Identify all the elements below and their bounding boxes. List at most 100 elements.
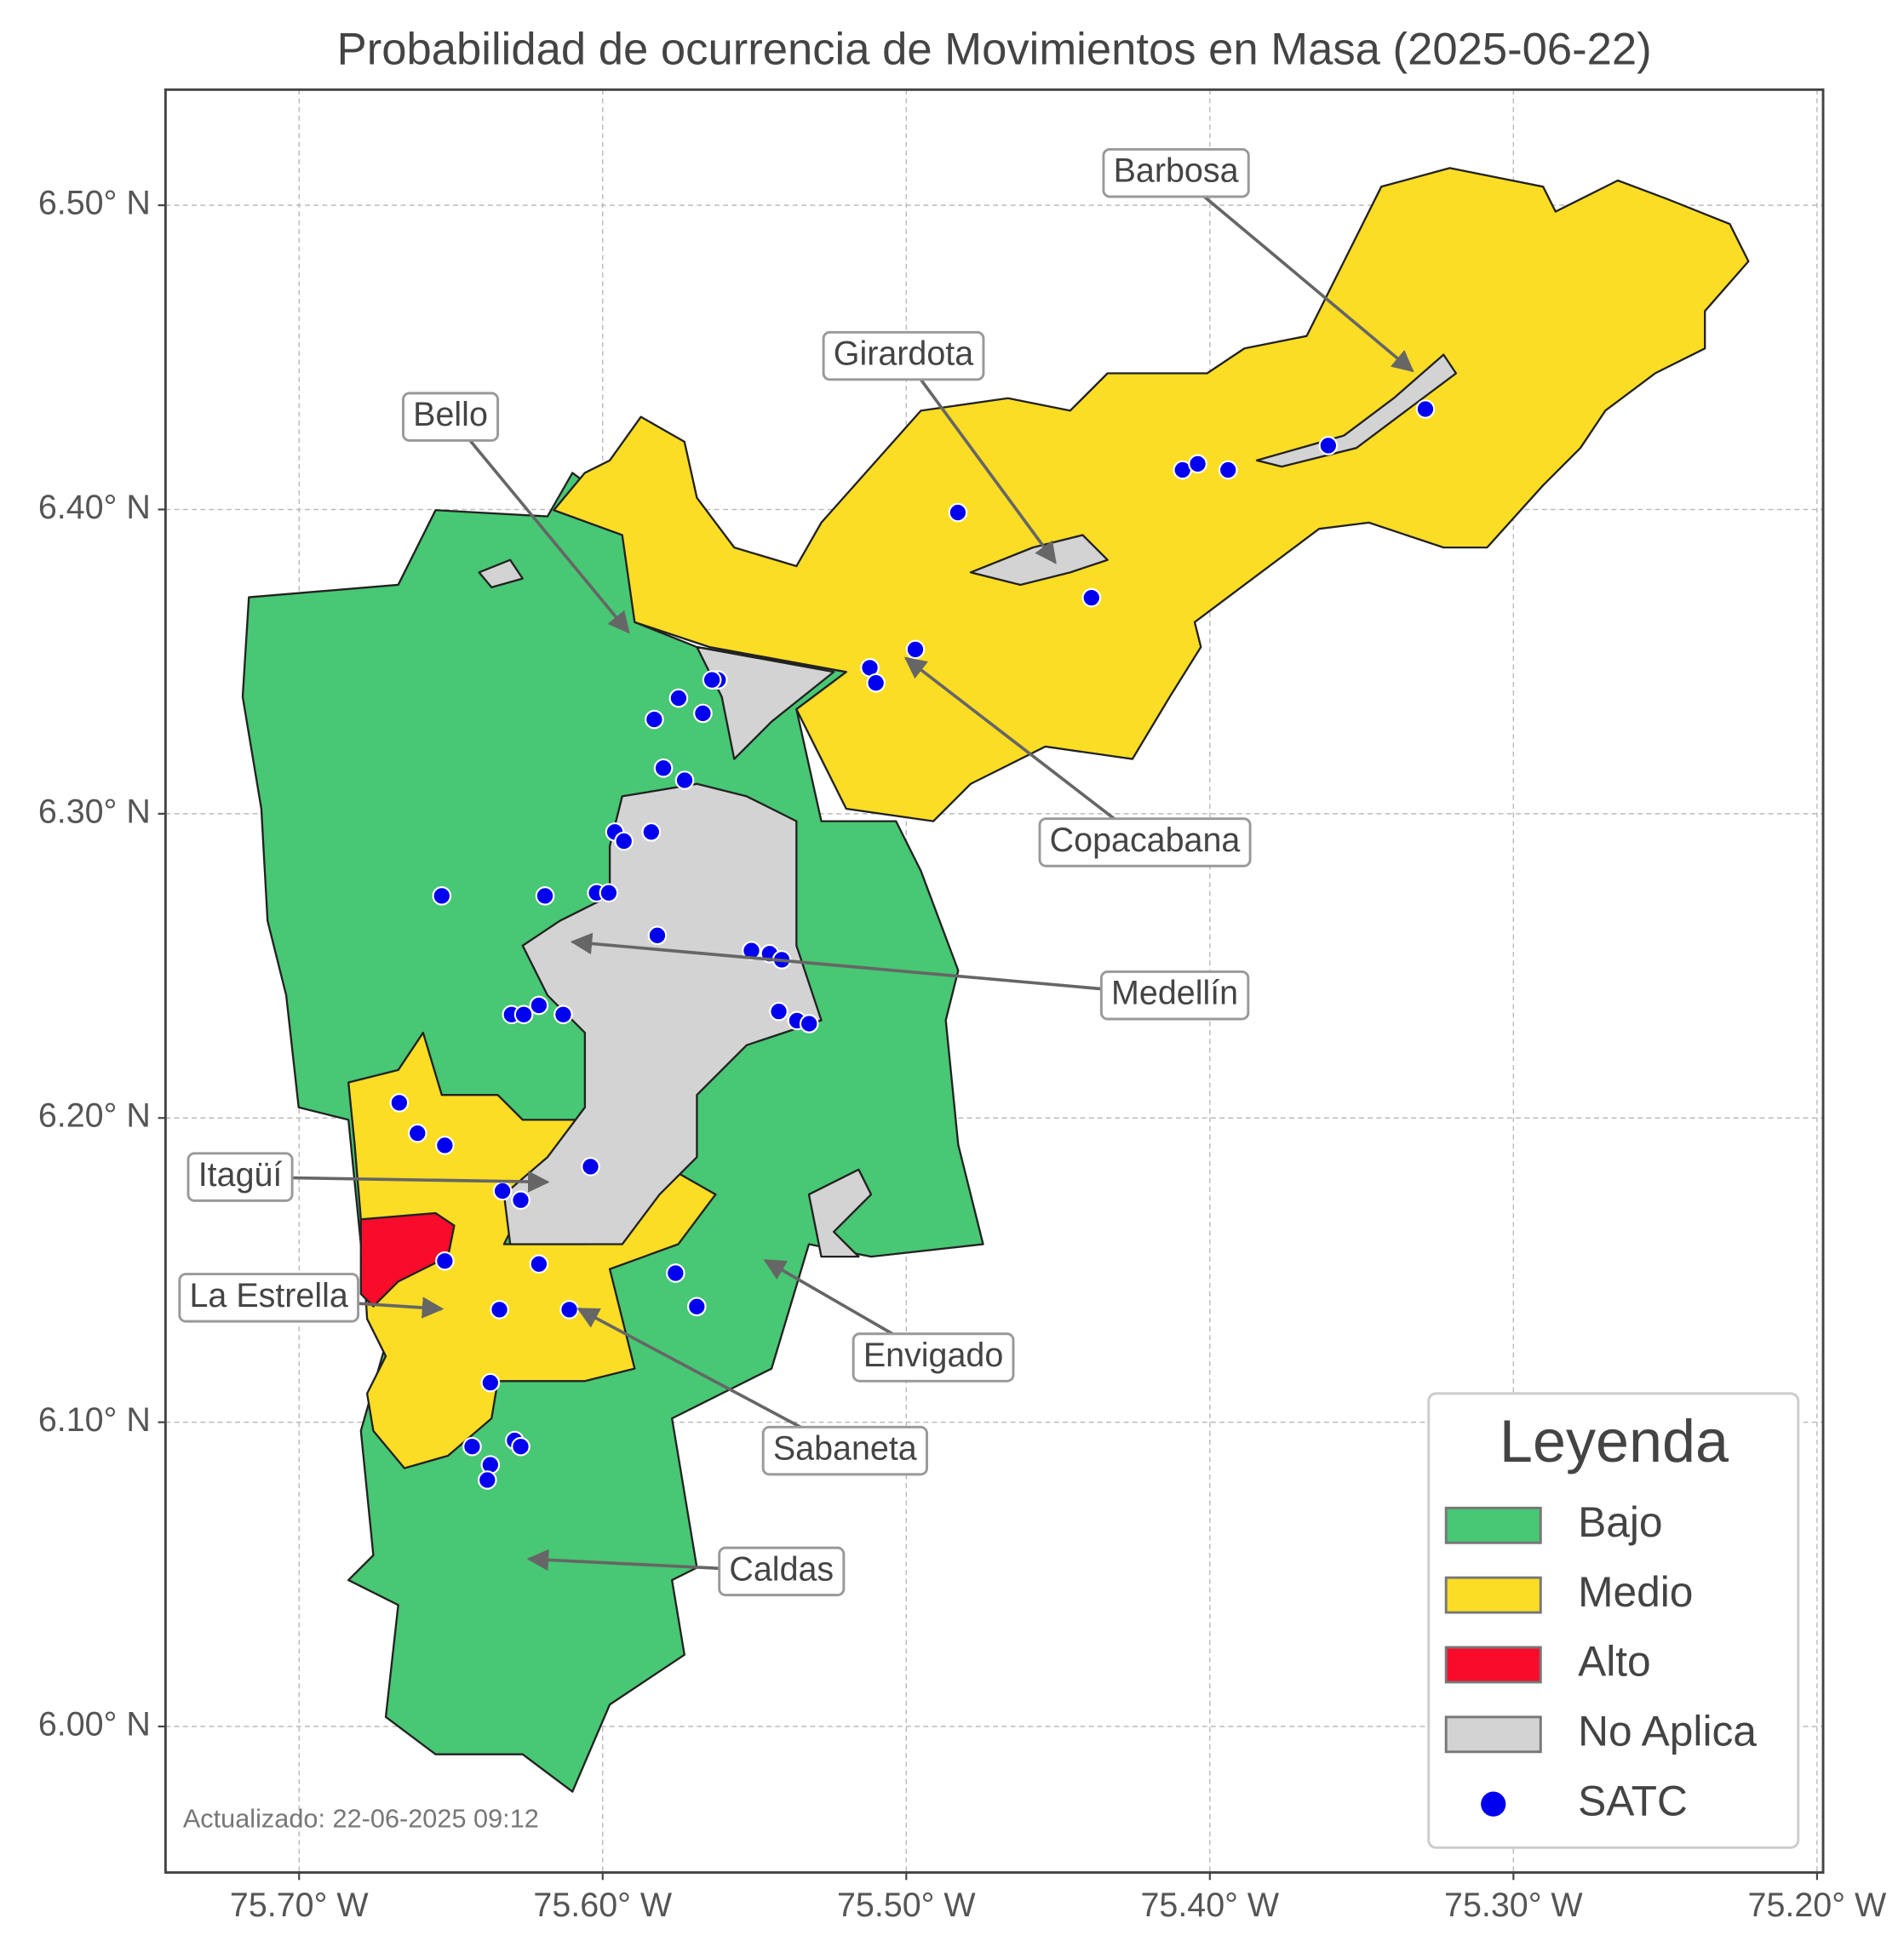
legend-title: Leyenda: [1500, 1408, 1729, 1474]
legend: Leyenda Bajo Medio Alto No Aplica SATC: [1427, 1392, 1800, 1849]
x-tick-label: 75.70° W: [230, 1887, 369, 1924]
satc-point: [529, 995, 549, 1016]
y-tick-label: 6.40° N: [38, 489, 151, 526]
x-tick-label: 75.60° W: [533, 1887, 672, 1924]
satc-point: [1415, 399, 1436, 419]
satc-point: [1188, 454, 1207, 474]
annotation-box: [822, 330, 985, 381]
annotation-arrow: [903, 656, 1146, 844]
annotation-box: [761, 1425, 928, 1476]
annotation-label: Copacabana: [1050, 822, 1241, 859]
satc-point: [1318, 436, 1339, 455]
satc-point: [948, 502, 968, 523]
satc-point: [668, 688, 689, 708]
annotation-label: Caldas: [729, 1550, 834, 1588]
satc-point: [1218, 460, 1238, 480]
annotation-label: Sabaneta: [773, 1430, 917, 1468]
legend-marker: [1481, 1791, 1506, 1817]
annotation-box: [178, 1273, 360, 1323]
annotation-label: Barbosa: [1114, 152, 1239, 190]
x-tick-label: 75.20° W: [1748, 1887, 1887, 1924]
satc-point: [866, 673, 886, 693]
satc-point: [686, 1297, 707, 1317]
annotation-label: Itagüí: [198, 1156, 283, 1194]
satc-point: [529, 1254, 549, 1274]
satc-point: [511, 1436, 530, 1457]
satc-point: [513, 1005, 534, 1025]
satc-point: [905, 639, 926, 660]
legend-swatch: [1444, 1506, 1542, 1544]
annotation-arrow: [902, 354, 1057, 564]
annotation-label: Girardota: [834, 335, 973, 372]
satc-point: [480, 1372, 501, 1393]
satc-point: [599, 883, 619, 903]
satc-point: [693, 703, 713, 724]
satc-point: [435, 1136, 455, 1155]
legend-label: Medio: [1578, 1568, 1693, 1616]
x-tick-label: 75.30° W: [1444, 1887, 1583, 1924]
satc-point: [666, 1263, 685, 1283]
annotation-label: La Estrella: [190, 1277, 348, 1314]
annotation-box: [1102, 147, 1250, 198]
satc-point: [511, 1190, 530, 1211]
satc-point: [432, 886, 452, 906]
y-tick-label: 6.00° N: [38, 1705, 151, 1743]
satc-point: [389, 1093, 410, 1113]
satc-point: [742, 941, 761, 961]
annotation-box: [402, 392, 500, 442]
annotation-box: [1038, 817, 1252, 867]
region-no-aplica: [807, 1168, 873, 1258]
satc-point: [799, 1014, 819, 1033]
satc-point: [407, 1123, 427, 1143]
regions: [241, 167, 1750, 1793]
annotation-box: [186, 1152, 294, 1202]
satc-point: [641, 822, 662, 842]
region-no-aplica: [502, 782, 823, 1245]
plot-frame: [163, 88, 1825, 1875]
satc-point: [702, 670, 722, 690]
annotation-arrow: [570, 932, 1175, 998]
annotation-box: [1099, 970, 1250, 1021]
legend-swatch: [1444, 1715, 1542, 1754]
x-tick-label: 75.40° W: [1140, 1887, 1279, 1924]
annotation-label: Bello: [413, 396, 488, 433]
satc-point: [674, 770, 695, 790]
satc-point: [477, 1470, 497, 1490]
annotation-label: Medellín: [1111, 975, 1238, 1012]
legend-swatch: [1444, 1646, 1542, 1684]
legend-label: SATC: [1578, 1777, 1688, 1824]
satc-point: [1081, 587, 1102, 608]
annotation-label: Envigado: [863, 1337, 1003, 1374]
annotation-arrow: [449, 415, 630, 634]
map-title: Probabilidad de ocurrencia de Movimiento…: [337, 24, 1652, 74]
legend-label: No Aplica: [1578, 1707, 1757, 1755]
region-no-aplica: [478, 558, 524, 589]
satc-point: [645, 709, 664, 730]
satc-point: [462, 1436, 482, 1457]
satc-point: [653, 758, 674, 778]
satc-point: [490, 1300, 509, 1320]
legend-swatch: [1444, 1576, 1542, 1614]
annotation-box: [852, 1332, 1015, 1383]
satc-points: [389, 399, 1436, 1490]
footnote: Actualizado: 22-06-2025 09:12: [183, 1803, 539, 1833]
y-tick-label: 6.50° N: [38, 185, 151, 222]
satc-point: [435, 1251, 455, 1271]
annotations: Barbosa Girardota Bello Copacabana Medellín I…: [178, 147, 1414, 1597]
satc-point: [769, 1001, 789, 1022]
y-tick-label: 6.10° N: [38, 1401, 151, 1439]
satc-point: [614, 831, 634, 851]
satc-point: [559, 1300, 579, 1320]
satc-point: [647, 925, 668, 946]
satc-point: [492, 1181, 513, 1201]
satc-point: [553, 1005, 573, 1025]
legend-label: Bajo: [1578, 1498, 1662, 1546]
satc-point: [581, 1157, 600, 1177]
x-tick-label: 75.50° W: [837, 1887, 976, 1924]
legend-label: Alto: [1578, 1638, 1651, 1686]
satc-point: [535, 886, 555, 906]
y-tick-label: 6.20° N: [38, 1097, 151, 1135]
region-no-aplica: [1255, 353, 1458, 468]
region-alto: [359, 1211, 456, 1308]
